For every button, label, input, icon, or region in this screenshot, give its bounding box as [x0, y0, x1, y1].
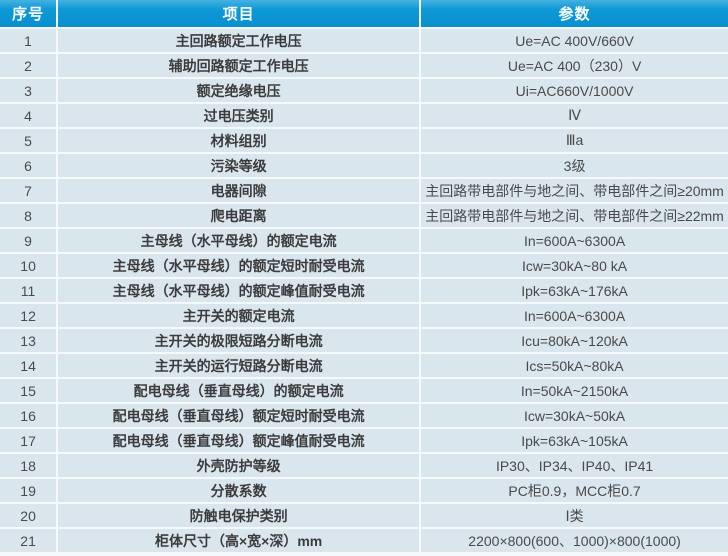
row-param-cell: Ipk=63kA~176kA: [421, 279, 728, 302]
row-no-cell: 15: [0, 379, 57, 402]
row-param-cell: 2200×800(600、1000)×800(1000): [421, 529, 728, 552]
row-no-cell: 19: [0, 479, 57, 502]
row-item-cell: 爬电距离: [58, 204, 420, 227]
row-no-cell: 14: [0, 354, 57, 377]
row-item-cell: 主开关的极限短路分断电流: [58, 329, 420, 352]
row-no-cell: 13: [0, 329, 57, 352]
table-row: 8 爬电距离 主回路带电部件与地之间、带电部件之间≥22mm: [0, 204, 728, 227]
table-row: 20 防触电保护类别 Ⅰ类: [0, 504, 728, 527]
row-no-cell: 5: [0, 129, 57, 152]
row-param-cell: Ⅰ类: [421, 504, 728, 527]
row-no-cell: 10: [0, 254, 57, 277]
row-param-cell: In=600A~6300A: [421, 304, 728, 327]
header-cell-no: 序号: [0, 0, 57, 27]
row-item-cell: 配电母线（垂直母线）的额定电流: [58, 379, 420, 402]
table-row: 3 额定绝缘电压 Ui=AC660V/1000V: [0, 79, 728, 102]
row-param-cell: 主回路带电部件与地之间、带电部件之间≥22mm: [421, 204, 728, 227]
row-param-cell: 3级: [421, 154, 728, 177]
table-row: 17 配电母线（垂直母线）额定峰值耐受电流 Ipk=63kA~105kA: [0, 429, 728, 452]
table-row: 18 外壳防护等级 IP30、IP34、IP40、IP41: [0, 454, 728, 477]
table-row: 6 污染等级 3级: [0, 154, 728, 177]
row-param-cell: Ⅳ: [421, 104, 728, 127]
row-param-cell: Ui=AC660V/1000V: [421, 79, 728, 102]
table-row: 5 材料组别 Ⅲa: [0, 129, 728, 152]
row-param-cell: Ue=AC 400（230）V: [421, 54, 728, 77]
row-item-cell: 辅助回路额定工作电压: [58, 54, 420, 77]
table-row: 19 分散系数 PC柜0.9，MCC柜0.7: [0, 479, 728, 502]
table-row: 10 主母线（水平母线）的额定短时耐受电流 Icw=30kA~80 kA: [0, 254, 728, 277]
row-param-cell: Ipk=63kA~105kA: [421, 429, 728, 452]
row-item-cell: 过电压类别: [58, 104, 420, 127]
table-row: 4 过电压类别 Ⅳ: [0, 104, 728, 127]
row-param-cell: Icw=30kA~50kA: [421, 404, 728, 427]
row-no-cell: 11: [0, 279, 57, 302]
row-no-cell: 21: [0, 529, 57, 552]
row-param-cell: Ⅲa: [421, 129, 728, 152]
header-cell-item: 项目: [58, 0, 420, 27]
row-item-cell: 外壳防护等级: [58, 454, 420, 477]
row-param-cell: In=50kA~2150kA: [421, 379, 728, 402]
row-no-cell: 17: [0, 429, 57, 452]
row-item-cell: 主母线（水平母线）的额定短时耐受电流: [58, 254, 420, 277]
row-param-cell: Icu=80kA~120kA: [421, 329, 728, 352]
table-row: 12 主开关的额定电流 In=600A~6300A: [0, 304, 728, 327]
row-item-cell: 主开关的运行短路分断电流: [58, 354, 420, 377]
row-no-cell: 12: [0, 304, 57, 327]
row-no-cell: 6: [0, 154, 57, 177]
row-param-cell: Icw=30kA~80 kA: [421, 254, 728, 277]
table-row: 13 主开关的极限短路分断电流 Icu=80kA~120kA: [0, 329, 728, 352]
row-no-cell: 3: [0, 79, 57, 102]
row-param-cell: IP30、IP34、IP40、IP41: [421, 454, 728, 477]
row-param-cell: Ics=50kA~80kA: [421, 354, 728, 377]
table-row: 14 主开关的运行短路分断电流 Ics=50kA~80kA: [0, 354, 728, 377]
row-item-cell: 配电母线（垂直母线）额定短时耐受电流: [58, 404, 420, 427]
table-row: 15 配电母线（垂直母线）的额定电流 In=50kA~2150kA: [0, 379, 728, 402]
table-header: 序号 项目 参数: [0, 0, 728, 27]
row-no-cell: 2: [0, 54, 57, 77]
table-row: 7 电器间隙 主回路带电部件与地之间、带电部件之间≥20mm: [0, 179, 728, 202]
row-item-cell: 主开关的额定电流: [58, 304, 420, 327]
row-no-cell: 1: [0, 29, 57, 52]
row-no-cell: 16: [0, 404, 57, 427]
row-item-cell: 材料组别: [58, 129, 420, 152]
row-no-cell: 4: [0, 104, 57, 127]
row-param-cell: In=600A~6300A: [421, 229, 728, 252]
row-item-cell: 额定绝缘电压: [58, 79, 420, 102]
table-row: 21 柜体尺寸（高×宽×深）mm 2200×800(600、1000)×800(10…: [0, 529, 728, 552]
table-row: 11 主母线（水平母线）的额定峰值耐受电流 Ipk=63kA~176kA: [0, 279, 728, 302]
row-no-cell: 20: [0, 504, 57, 527]
row-param-cell: Ue=AC 400V/660V: [421, 29, 728, 52]
row-item-cell: 主母线（水平母线）的额定电流: [58, 229, 420, 252]
table-row: 16 配电母线（垂直母线）额定短时耐受电流 Icw=30kA~50kA: [0, 404, 728, 427]
table-body: 1 主回路额定工作电压 Ue=AC 400V/660V 2 辅助回路额定工作电压 Ue=A…: [0, 29, 728, 552]
row-item-cell: 防触电保护类别: [58, 504, 420, 527]
table-row: 1 主回路额定工作电压 Ue=AC 400V/660V: [0, 29, 728, 52]
table-row: 2 辅助回路额定工作电压 Ue=AC 400（230）V: [0, 54, 728, 77]
header-cell-param: 参数: [421, 0, 728, 27]
row-item-cell: 配电母线（垂直母线）额定峰值耐受电流: [58, 429, 420, 452]
row-item-cell: 电器间隙: [58, 179, 420, 202]
row-no-cell: 7: [0, 179, 57, 202]
row-item-cell: 柜体尺寸（高×宽×深）mm: [58, 529, 420, 552]
row-item-cell: 主回路额定工作电压: [58, 29, 420, 52]
row-param-cell: 主回路带电部件与地之间、带电部件之间≥20mm: [421, 179, 728, 202]
table-row: 9 主母线（水平母线）的额定电流 In=600A~6300A: [0, 229, 728, 252]
row-item-cell: 污染等级: [58, 154, 420, 177]
row-param-cell: PC柜0.9，MCC柜0.7: [421, 479, 728, 502]
row-no-cell: 8: [0, 204, 57, 227]
header-row: 序号 项目 参数: [0, 0, 728, 27]
row-no-cell: 18: [0, 454, 57, 477]
row-item-cell: 主母线（水平母线）的额定峰值耐受电流: [58, 279, 420, 302]
row-no-cell: 9: [0, 229, 57, 252]
row-item-cell: 分散系数: [58, 479, 420, 502]
